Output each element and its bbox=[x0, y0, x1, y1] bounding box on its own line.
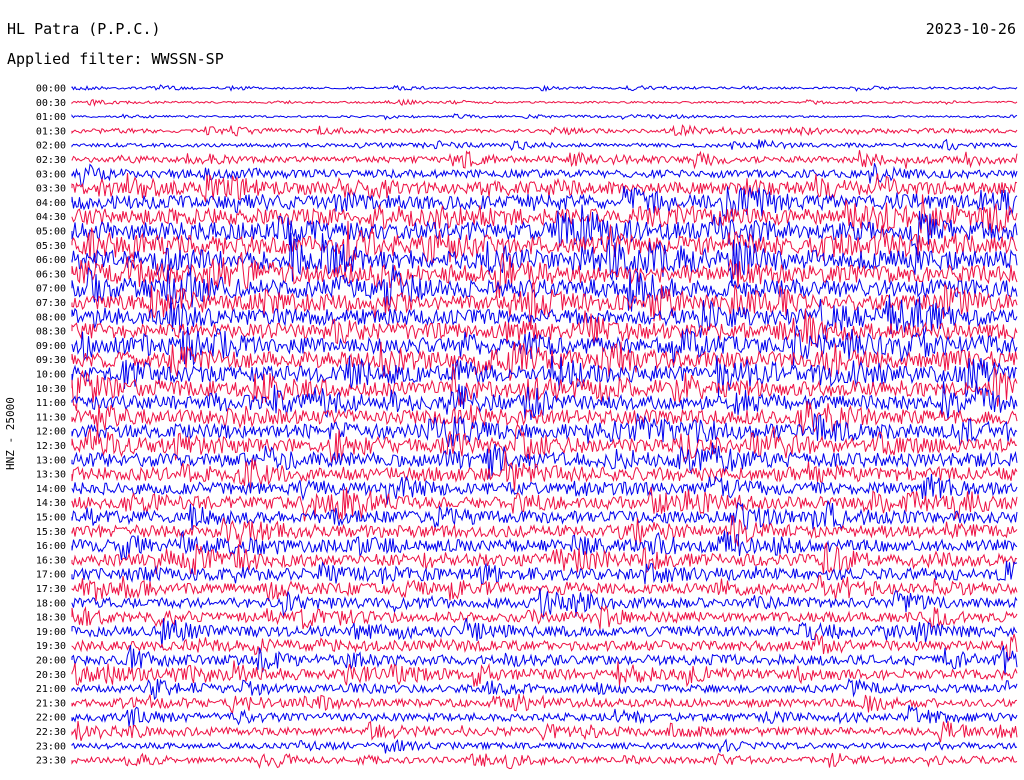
seismic-trace-row bbox=[71, 185, 1018, 220]
seismic-trace-row bbox=[71, 442, 1018, 479]
row-time-label: 08:30 bbox=[36, 327, 66, 338]
row-time-label: 17:00 bbox=[36, 570, 66, 581]
seismic-trace-row bbox=[71, 84, 1018, 93]
seismic-trace-row bbox=[71, 575, 1018, 602]
seismic-trace-row bbox=[71, 252, 1018, 299]
row-time-label: 22:30 bbox=[36, 727, 66, 738]
row-time-label: 08:00 bbox=[36, 312, 66, 323]
seismic-trace-row bbox=[71, 487, 1018, 522]
seismic-trace-row bbox=[71, 660, 1018, 688]
date-label: 2023-10-26 bbox=[925, 20, 1016, 38]
row-time-label: 21:30 bbox=[36, 698, 66, 709]
row-time-label: 05:30 bbox=[36, 241, 66, 252]
row-time-label: 19:30 bbox=[36, 641, 66, 652]
row-time-label: 22:00 bbox=[36, 713, 66, 724]
row-time-label: 04:30 bbox=[36, 212, 66, 223]
seismic-trace-row bbox=[71, 365, 1018, 411]
seismic-trace-row bbox=[71, 529, 1018, 561]
seismic-trace-row bbox=[71, 400, 1018, 436]
row-time-label: 13:30 bbox=[36, 470, 66, 481]
seismic-trace-row bbox=[71, 738, 1018, 754]
row-time-label: 12:00 bbox=[36, 427, 66, 438]
row-time-label: 23:30 bbox=[36, 756, 66, 767]
seismic-trace-row bbox=[71, 294, 1018, 340]
row-time-label: 01:30 bbox=[36, 126, 66, 137]
seismic-trace-row bbox=[71, 220, 1018, 274]
seismic-trace-row bbox=[71, 693, 1018, 715]
seismic-trace-row bbox=[71, 163, 1018, 188]
row-time-label: 15:00 bbox=[36, 513, 66, 524]
row-time-label: 10:30 bbox=[36, 384, 66, 395]
row-time-label: 13:00 bbox=[36, 455, 66, 466]
row-time-label: 14:30 bbox=[36, 498, 66, 509]
seismic-trace-row bbox=[71, 561, 1018, 585]
row-time-label: 09:00 bbox=[36, 341, 66, 352]
row-time-label: 23:00 bbox=[36, 741, 66, 752]
row-time-label: 04:00 bbox=[36, 198, 66, 209]
filter-label: Applied filter: WWSSN-SP bbox=[7, 50, 224, 68]
row-time-label: 02:30 bbox=[36, 155, 66, 166]
row-time-label: 16:00 bbox=[36, 541, 66, 552]
seismic-trace-row bbox=[71, 413, 1018, 447]
row-time-label: 14:00 bbox=[36, 484, 66, 495]
seismic-trace-row bbox=[71, 645, 1018, 676]
seismic-trace-row bbox=[71, 232, 1018, 286]
row-time-label: 12:30 bbox=[36, 441, 66, 452]
seismic-trace-row bbox=[71, 264, 1018, 315]
seismic-trace-row bbox=[71, 704, 1018, 728]
seismic-trace-row bbox=[71, 618, 1018, 648]
seismic-trace-row bbox=[71, 98, 1018, 107]
seismic-trace-row bbox=[71, 113, 1018, 121]
seismic-trace-row bbox=[71, 355, 1018, 397]
seismic-trace-row bbox=[71, 752, 1018, 770]
row-time-label: 11:00 bbox=[36, 398, 66, 409]
seismic-trace-row bbox=[71, 124, 1018, 137]
row-time-label: 03:00 bbox=[36, 169, 66, 180]
seismic-trace-row bbox=[71, 451, 1018, 491]
seismic-trace-row bbox=[71, 282, 1018, 327]
seismic-trace-row bbox=[71, 423, 1018, 463]
row-time-label: 18:30 bbox=[36, 613, 66, 624]
seismic-trace-row bbox=[71, 473, 1018, 505]
seismic-trace-row bbox=[71, 150, 1018, 170]
seismic-trace-row bbox=[71, 632, 1018, 662]
seismic-trace-row bbox=[71, 677, 1018, 701]
row-time-label: 18:00 bbox=[36, 598, 66, 609]
seismic-trace-row bbox=[71, 173, 1018, 202]
seismic-trace-row bbox=[71, 604, 1018, 630]
seismic-trace-row bbox=[71, 720, 1018, 743]
row-time-label: 20:00 bbox=[36, 656, 66, 667]
row-time-label: 10:00 bbox=[36, 370, 66, 381]
row-time-label: 19:00 bbox=[36, 627, 66, 638]
row-time-label: 11:30 bbox=[36, 412, 66, 423]
row-time-label: 06:00 bbox=[36, 255, 66, 266]
row-time-label: 03:30 bbox=[36, 184, 66, 195]
row-time-label: 16:30 bbox=[36, 555, 66, 566]
seismic-trace-row bbox=[71, 194, 1018, 236]
row-time-label: 07:30 bbox=[36, 298, 66, 309]
row-time-label: 01:00 bbox=[36, 112, 66, 123]
seismic-trace-row bbox=[71, 587, 1018, 620]
seismic-trace-row bbox=[71, 542, 1018, 575]
row-time-label: 15:30 bbox=[36, 527, 66, 538]
row-time-label: 06:30 bbox=[36, 269, 66, 280]
row-time-label: 05:00 bbox=[36, 227, 66, 238]
seismic-trace-row bbox=[71, 204, 1018, 255]
seismic-trace-row bbox=[71, 325, 1018, 368]
row-time-label: 00:00 bbox=[36, 84, 66, 95]
row-time-label: 00:30 bbox=[36, 98, 66, 109]
row-time-label: 09:30 bbox=[36, 355, 66, 366]
seismic-trace-row bbox=[71, 499, 1018, 530]
row-time-label: 07:00 bbox=[36, 284, 66, 295]
row-time-label: 17:30 bbox=[36, 584, 66, 595]
station-title: HL Patra (P.P.C.) bbox=[7, 20, 161, 38]
row-time-label: 02:00 bbox=[36, 141, 66, 152]
row-time-label: 21:00 bbox=[36, 684, 66, 695]
row-time-label: 20:30 bbox=[36, 670, 66, 681]
seismic-trace-row bbox=[71, 138, 1018, 151]
